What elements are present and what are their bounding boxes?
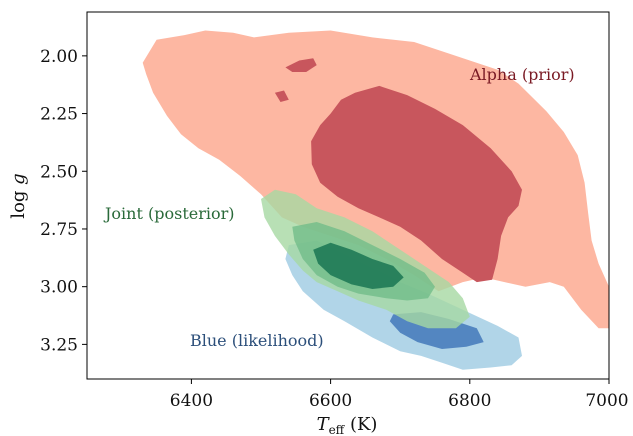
annotation-blue-likelihood: Blue (likelihood) <box>190 331 324 350</box>
y-axis-label: log g <box>8 173 29 218</box>
joint-contour-inner-0 <box>313 242 404 289</box>
plot-frame <box>86 11 610 380</box>
y-axis: 2.00 2.25 2.50 2.75 3.00 3.25 <box>40 47 87 355</box>
y-tick-label-2.25: 2.25 <box>40 105 78 125</box>
y-tick-label-3.25: 3.25 <box>40 335 78 355</box>
x-axis: 6400 6600 6800 7000 <box>170 379 629 411</box>
contour-layer <box>142 30 609 370</box>
alpha-contour-inner-1 <box>285 58 317 72</box>
y-tick-label-2.75: 2.75 <box>40 220 78 240</box>
y-tick-label-3.00: 3.00 <box>40 278 78 298</box>
x-tick-label-6600: 6600 <box>309 391 352 411</box>
x-tick-label-6800: 6800 <box>448 391 491 411</box>
annotation-alpha-prior: Alpha (prior) <box>469 65 575 84</box>
x-tick-label-7000: 7000 <box>585 391 628 411</box>
x-tick-label-6400: 6400 <box>170 391 213 411</box>
x-axis-label: Teff (K) <box>317 414 378 436</box>
y-tick-label-2.00: 2.00 <box>40 47 78 67</box>
alpha-contour-inner-0 <box>311 85 522 283</box>
y-tick-label-2.50: 2.50 <box>40 162 78 182</box>
alpha-contour-inner-2 <box>274 90 289 102</box>
annotation-joint-posterior: Joint (posterior) <box>103 204 235 223</box>
